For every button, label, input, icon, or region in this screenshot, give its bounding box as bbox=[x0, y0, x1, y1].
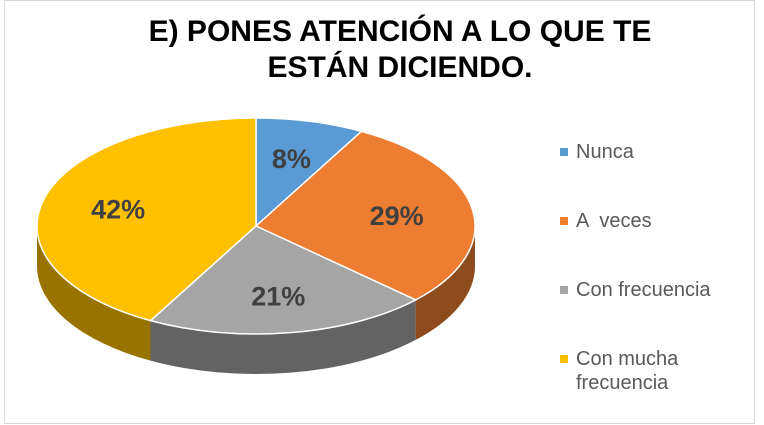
legend-item: Con mucha frecuencia bbox=[560, 347, 750, 395]
slice-side-shade bbox=[415, 226, 475, 340]
legend-swatch bbox=[560, 217, 568, 225]
data-label: 29% bbox=[370, 201, 424, 231]
slice bbox=[36, 117, 257, 322]
legend-item: A veces bbox=[560, 209, 750, 233]
legend-item: Nunca bbox=[560, 140, 750, 164]
legend-swatch bbox=[560, 148, 568, 156]
slice-side-shade bbox=[150, 299, 416, 374]
data-label: 42% bbox=[91, 195, 145, 225]
slice-side bbox=[150, 299, 416, 374]
slice bbox=[148, 225, 418, 335]
legend-label: A veces bbox=[576, 210, 652, 232]
legend-label: Nunca bbox=[576, 141, 634, 163]
slice bbox=[255, 117, 364, 228]
chart-title: E) PONES ATENCIÓN A LO QUE TE ESTÁN DICI… bbox=[148, 15, 652, 84]
chart-border bbox=[4, 0, 755, 424]
slice bbox=[254, 130, 476, 301]
slice-side-shade bbox=[37, 226, 151, 361]
legend-label: Con frecuencia bbox=[576, 279, 711, 301]
legend-swatch bbox=[560, 355, 568, 363]
data-label: 21% bbox=[251, 281, 305, 311]
slice-side bbox=[415, 226, 475, 340]
slice-side bbox=[37, 226, 151, 361]
legend-item: Con frecuencia bbox=[560, 278, 750, 302]
legend-swatch bbox=[560, 286, 568, 294]
data-label: 8% bbox=[272, 144, 311, 174]
legend-label: Con mucha frecuencia bbox=[576, 348, 684, 394]
